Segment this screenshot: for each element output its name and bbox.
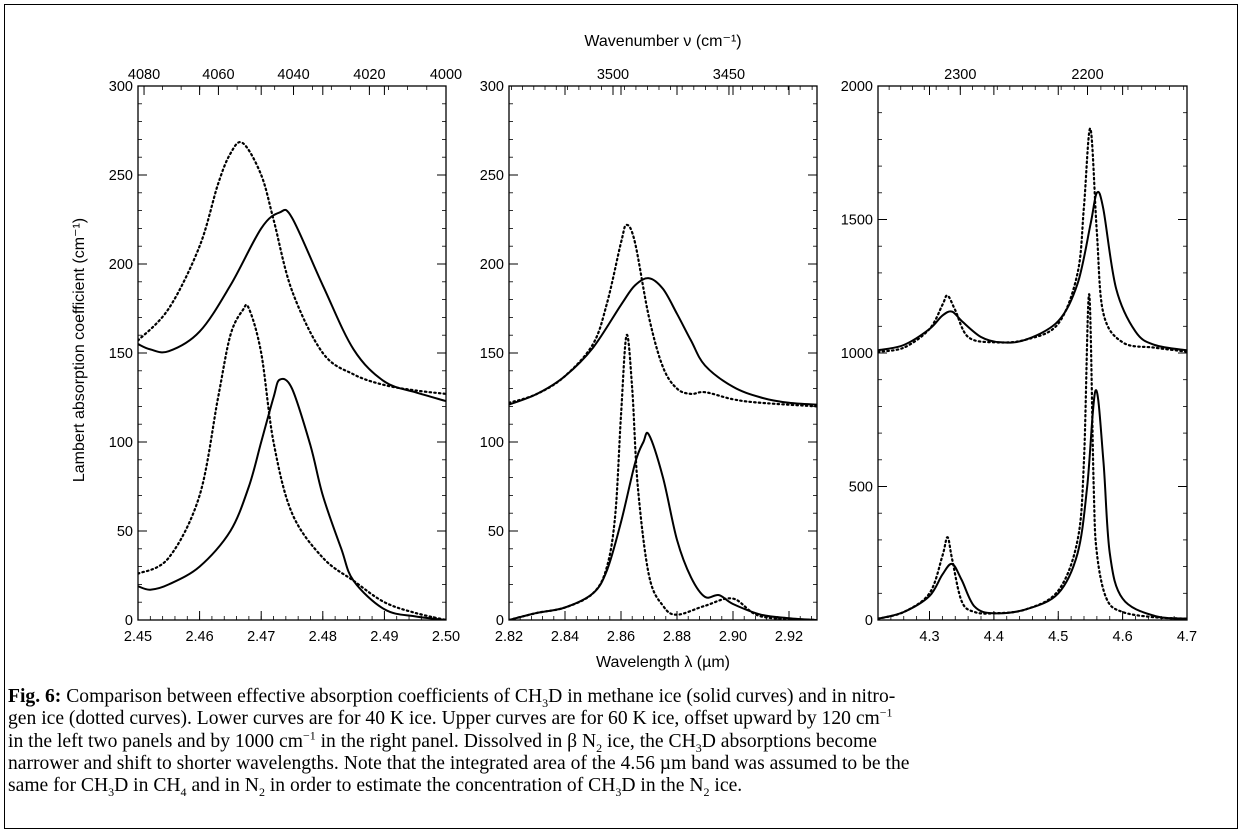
caption-line-4: narrower and shift to shorter wavelength…: [8, 752, 910, 774]
chart-panels: 2.45 2.46 2.47 2.48 2.49 2.50 0 50 100 150 200 250 3…: [109, 67, 1197, 645]
y-tick-label-left: 0: [125, 613, 133, 629]
x-tick-label-middle: 2.90: [719, 629, 747, 645]
y-tick-label-left: 200: [109, 257, 133, 273]
x-tick-label-left: 2.49: [370, 629, 398, 645]
top-tick-label-left: 4040: [277, 67, 309, 83]
series-right-3-solid: [878, 389, 1187, 620]
top-tick-label-right: 2200: [1071, 67, 1103, 83]
x-tick-label-right: 4.4: [984, 629, 1004, 645]
series-right-2-dotted: [878, 127, 1187, 353]
x-tick-label-middle: 2.84: [551, 629, 579, 645]
y-tick-label-right: 0: [865, 613, 873, 629]
x-tick-label-right: 4.7: [1177, 629, 1197, 645]
series-left-3-solid: [138, 377, 446, 620]
y-tick-label-middle: 50: [488, 524, 504, 540]
top-axis-title: Wavenumber ν (cm⁻¹): [584, 33, 741, 50]
x-tick-label-middle: 2.82: [495, 629, 523, 645]
x-tick-label-left: 2.47: [247, 629, 275, 645]
y-tick-label-middle: 150: [480, 346, 504, 362]
top-tick-label-middle: 3500: [597, 67, 629, 83]
y-tick-label-middle: 300: [480, 79, 504, 95]
top-tick-label-left: 4000: [430, 67, 462, 83]
x-tick-label-left: 2.46: [185, 629, 213, 645]
y-tick-label-right: 500: [849, 480, 873, 496]
spectra-figure: Wavenumber ν (cm⁻¹) Wavelength λ (µm) La…: [71, 33, 1197, 671]
figure-caption: Fig. 6: Comparison between effective abs…: [8, 686, 1234, 826]
caption-line-3: in the left two panels and by 1000 cm−1 …: [8, 728, 877, 755]
left-axis-title: Lambert absorption coefficient (cm⁻¹): [71, 218, 88, 482]
y-tick-label-left: 50: [117, 524, 133, 540]
x-tick-label-middle: 2.92: [775, 629, 803, 645]
y-tick-label-right: 1500: [841, 213, 873, 229]
series-middle-2-dotted: [509, 223, 817, 408]
plot-frame-middle: [508, 85, 818, 621]
panel-right: 4.3 4.4 4.5 4.6 4.7 0 500 1000 1500 2000 2300 2200: [841, 67, 1197, 645]
caption-line-5: same for CH3D in CH4 and in N2 in order …: [8, 775, 743, 800]
caption-label: Fig. 6:: [8, 686, 62, 707]
x-tick-label-left: 2.48: [309, 629, 337, 645]
figure-frame: [4, 4, 1238, 829]
panel-left: 2.45 2.46 2.47 2.48 2.49 2.50 0 50 100 150 200 250 3…: [109, 67, 462, 645]
series-right-4-dotted: [878, 293, 1187, 620]
y-tick-label-middle: 250: [480, 168, 504, 184]
caption-line-1-text: Comparison between effective absorption …: [61, 686, 896, 710]
top-tick-label-left: 4060: [202, 67, 234, 83]
y-tick-label-left: 300: [109, 79, 133, 95]
plot-frame-right: [877, 85, 1188, 621]
series-left-1-solid: [138, 208, 446, 403]
series-middle-4-dotted: [509, 334, 817, 620]
y-tick-label-left: 150: [109, 346, 133, 362]
top-tick-label-middle: 3450: [713, 67, 745, 83]
top-tick-label-left: 4020: [353, 67, 385, 83]
y-tick-label-middle: 200: [480, 257, 504, 273]
y-tick-label-right: 1000: [841, 346, 873, 362]
y-tick-label-left: 250: [109, 168, 133, 184]
y-tick-label-left: 100: [109, 435, 133, 451]
series-middle-3-solid: [509, 431, 817, 620]
y-tick-label-right: 2000: [841, 79, 873, 95]
series-left-2-dotted: [138, 141, 446, 395]
top-tick-label-right: 2300: [944, 67, 976, 83]
x-tick-label-middle: 2.88: [663, 629, 691, 645]
x-tick-label-left: 2.50: [432, 629, 460, 645]
panel-middle: 2.82 2.84 2.86 2.88 2.90 2.92 0 50 100 150 200 250 3…: [480, 67, 818, 645]
series-right-1-solid: [878, 190, 1187, 352]
plot-frame-left: [137, 85, 447, 621]
y-tick-label-middle: 100: [480, 435, 504, 451]
x-tick-label-left: 2.45: [124, 629, 152, 645]
top-tick-label-left: 4080: [128, 67, 160, 83]
x-tick-label-right: 4.6: [1113, 629, 1133, 645]
x-tick-label-right: 4.5: [1048, 629, 1068, 645]
series-left-4-dotted: [138, 303, 446, 620]
x-tick-label-middle: 2.86: [607, 629, 635, 645]
x-tick-label-right: 4.3: [919, 629, 939, 645]
caption-line-1: Fig. 6: Comparison between effective abs…: [8, 686, 1234, 710]
caption-line-2: gen ice (dotted curves). Lower curves ar…: [8, 705, 893, 730]
series-middle-1-solid: [509, 277, 817, 406]
bottom-axis-title: Wavelength λ (µm): [596, 654, 730, 671]
y-tick-label-middle: 0: [496, 613, 504, 629]
